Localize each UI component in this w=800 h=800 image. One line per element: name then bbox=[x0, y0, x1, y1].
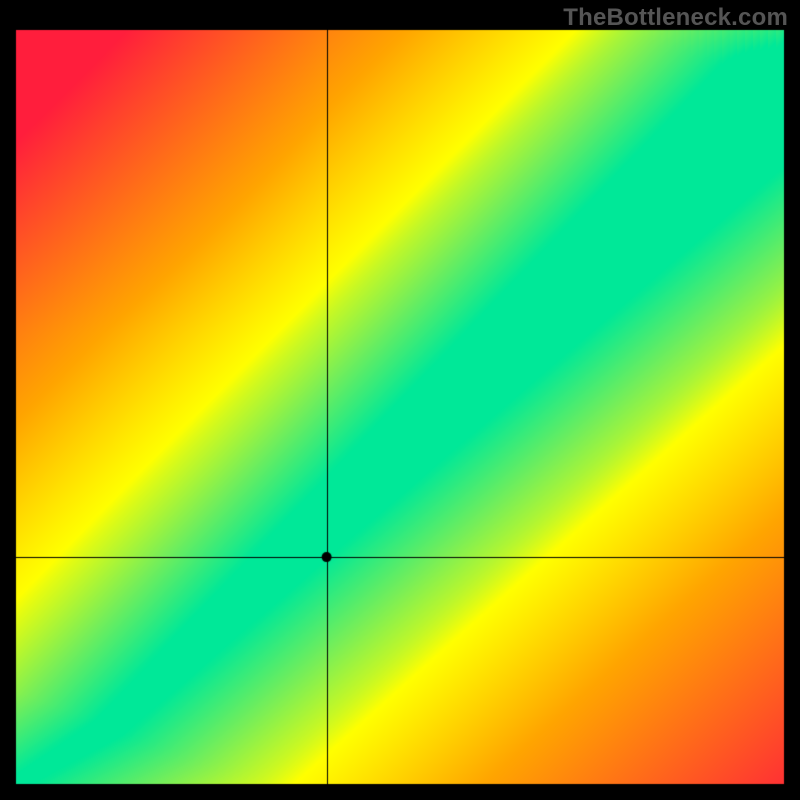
bottleneck-heatmap-canvas bbox=[0, 0, 800, 800]
watermark-text: TheBottleneck.com bbox=[563, 4, 788, 32]
